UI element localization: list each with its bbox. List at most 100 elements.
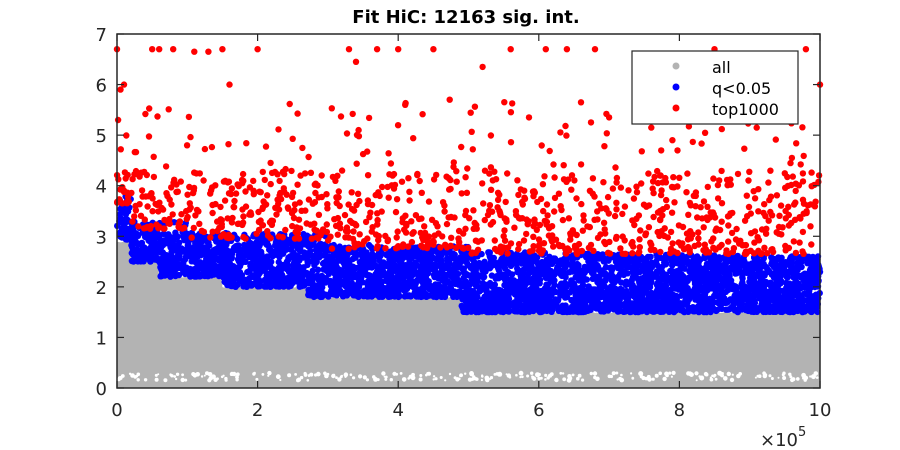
series-q005-point [675, 286, 682, 293]
series-all-gap [294, 373, 297, 376]
series-q005-point [157, 264, 164, 272]
series-q005-point [462, 257, 469, 264]
series-all-gap [544, 378, 547, 381]
series-q005-point [748, 279, 755, 287]
series-q005-point [252, 250, 260, 257]
series-all-gap [709, 377, 714, 382]
series-q005-point [366, 255, 374, 263]
series-top1000-point [394, 122, 402, 129]
series-q005-point [738, 306, 746, 313]
series-q005-point [735, 293, 742, 300]
series-q005-point [720, 276, 727, 283]
series-all-gap [781, 373, 785, 377]
series-q005-point [232, 283, 239, 290]
series-all-gap [646, 374, 651, 379]
series-top1000-point [629, 250, 636, 257]
series-q005-point [669, 292, 676, 299]
series-q005-point [661, 282, 668, 289]
series-top1000-point [366, 214, 373, 221]
series-q005-point [361, 266, 368, 274]
series-q005-point [412, 259, 419, 266]
series-q005-point [421, 290, 428, 298]
series-all-gap [373, 377, 378, 382]
series-top1000-point [239, 170, 247, 178]
series-q005-point [422, 252, 429, 259]
series-q005-point [725, 270, 733, 278]
series-all-gap [173, 375, 177, 378]
series-q005-point [708, 300, 715, 307]
series-q005-point [745, 287, 752, 295]
series-q005-point [261, 283, 268, 290]
series-all-gap [255, 377, 259, 381]
series-top1000-point [767, 193, 775, 200]
series-q005-point [749, 260, 756, 267]
series-top1000-point [558, 206, 565, 214]
series-q005-point [806, 280, 813, 287]
series-q005-point [705, 279, 712, 286]
series-q005-point [399, 262, 406, 270]
series-top1000-point [698, 140, 705, 147]
series-q005-point [794, 266, 801, 274]
series-top1000-point [262, 143, 270, 150]
series-q005-point [294, 278, 302, 285]
series-q005-point [398, 257, 405, 265]
series-all-gap [358, 374, 363, 379]
series-q005-point [570, 280, 578, 287]
series-all-gap [695, 379, 698, 382]
series-all-gap [712, 374, 716, 378]
series-q005-point [303, 237, 310, 245]
series-top1000-point [486, 202, 494, 209]
series-q005-point [641, 260, 648, 267]
series-q005-point [267, 283, 274, 290]
series-top1000-point [446, 96, 453, 103]
series-q005-point [580, 277, 587, 284]
series-q005-point [662, 307, 669, 314]
series-q005-point [551, 255, 559, 262]
series-all-gap [455, 377, 460, 382]
series-q005-point [546, 289, 553, 296]
series-q005-point [635, 268, 643, 275]
series-q005-point [573, 264, 580, 272]
series-top1000-point [777, 202, 785, 209]
series-top1000-point [354, 190, 362, 197]
series-q005-point [702, 307, 710, 315]
series-all-gap [135, 374, 139, 378]
series-q005-point [576, 295, 584, 302]
series-q005-point [690, 254, 697, 261]
series-all-gap [118, 376, 123, 380]
series-q005-point [222, 255, 229, 262]
series-top1000-point [267, 159, 274, 167]
series-all-gap [662, 376, 667, 382]
series-top1000-point [685, 211, 692, 218]
series-q005-point [215, 255, 222, 262]
series-q005-point [192, 273, 200, 280]
series-q005-point [618, 279, 625, 286]
series-q005-point [192, 258, 199, 266]
series-all-gap [571, 373, 575, 377]
series-top1000-point [645, 202, 653, 209]
series-top1000-point [356, 197, 363, 205]
series-top1000-point [621, 203, 629, 210]
series-all-gap [731, 373, 734, 376]
series-all-gap [474, 377, 478, 381]
series-q005-point [644, 297, 651, 304]
series-all-gap [432, 375, 436, 378]
series-q005-point [300, 230, 307, 238]
series-all-gap [267, 374, 270, 377]
series-top1000-point [286, 100, 293, 108]
series-q005-point [352, 291, 360, 298]
series-top1000-point [504, 170, 511, 177]
series-q005-point [636, 284, 644, 291]
series-q005-point [770, 255, 778, 263]
series-all-gap [616, 378, 619, 381]
series-top1000-point [745, 203, 753, 211]
chart-title: Fit HiC: 12163 sig. int. [352, 7, 579, 28]
series-top1000-point [217, 203, 224, 211]
series-q005-point [804, 289, 812, 296]
series-all-gap [544, 373, 548, 377]
series-q005-point [217, 250, 224, 257]
series-q005-point [285, 266, 293, 274]
series-top1000-point [289, 135, 296, 142]
series-top1000-point [671, 199, 678, 206]
